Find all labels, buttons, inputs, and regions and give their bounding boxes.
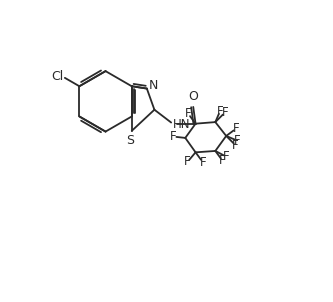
Text: HN: HN: [173, 118, 190, 131]
Text: F: F: [232, 139, 239, 152]
Text: N: N: [149, 79, 158, 92]
Text: Cl: Cl: [51, 70, 63, 83]
Text: O: O: [188, 90, 198, 103]
Text: F: F: [223, 150, 229, 163]
Text: F: F: [199, 156, 206, 169]
Text: F: F: [233, 122, 239, 135]
Text: F: F: [217, 105, 223, 118]
Text: F: F: [170, 130, 177, 143]
Text: F: F: [185, 108, 192, 120]
Text: F: F: [219, 154, 226, 167]
Text: F: F: [221, 106, 228, 119]
Text: S: S: [126, 134, 134, 147]
Text: F: F: [234, 134, 240, 147]
Text: F: F: [184, 156, 191, 169]
